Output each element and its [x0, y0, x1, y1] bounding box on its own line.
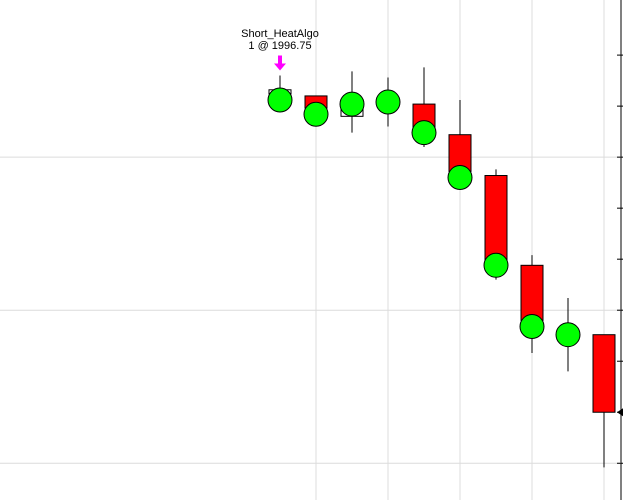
indicator-dot	[483, 252, 509, 278]
candle-body	[592, 334, 616, 413]
indicator-dot	[447, 165, 473, 191]
annotation-label: Short_HeatAlgo	[241, 28, 319, 40]
indicator-dot	[555, 322, 581, 348]
indicator-dot	[267, 87, 293, 113]
annotation-text: 1 @ 1996.75	[248, 40, 311, 52]
indicator-dot	[375, 89, 401, 115]
indicator-dot	[303, 101, 329, 127]
entry-arrow	[274, 55, 286, 71]
candle-body	[520, 264, 544, 321]
indicator-dot	[519, 314, 545, 340]
indicator-dot	[411, 120, 437, 146]
last-price-marker	[617, 408, 623, 417]
indicator-dot	[339, 91, 365, 117]
